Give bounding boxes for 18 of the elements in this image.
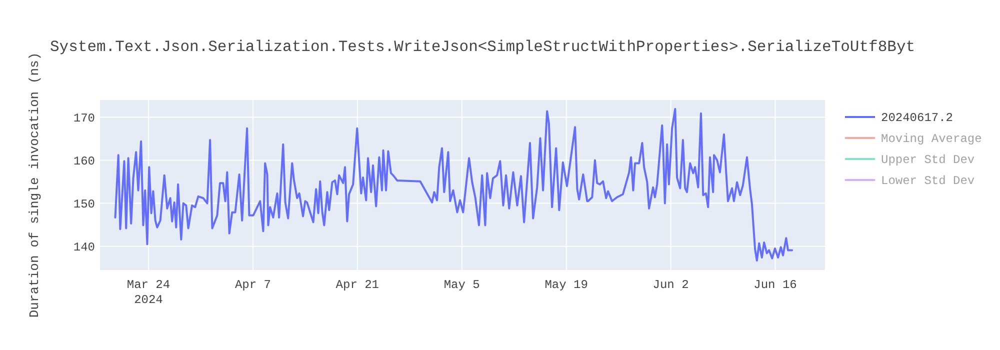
- y-tick-label: 150: [73, 197, 95, 212]
- y-tick-label: 170: [73, 111, 95, 126]
- x-tick-label: Apr 21: [336, 278, 380, 292]
- legend-label: Lower Std Dev: [881, 174, 975, 188]
- x-tick-label: Apr 7: [234, 278, 271, 292]
- legend-label: Upper Std Dev: [881, 153, 975, 168]
- legend-label: Moving Average: [881, 132, 982, 146]
- x-tick-label: Jun 16: [754, 278, 797, 292]
- y-tick-label: 160: [73, 154, 95, 168]
- line-series: [114, 108, 794, 262]
- y-axis-title: Duration of single invocation (ns): [27, 52, 42, 318]
- x-tick-label: Mar 24 2024: [126, 278, 170, 307]
- legend-label: 20240617.2: [881, 111, 954, 126]
- x-tick-label: May 5: [444, 278, 480, 292]
- x-tick-label: Jun 2: [652, 278, 689, 292]
- x-tick-label: May 19: [544, 278, 588, 292]
- chart-title: System.Text.Json.Serialization.Tests.WriteJson<SimpleStructWithProperties>.SerializeToUtf8Byt: [50, 38, 916, 56]
- y-tick-label: 140: [73, 240, 95, 255]
